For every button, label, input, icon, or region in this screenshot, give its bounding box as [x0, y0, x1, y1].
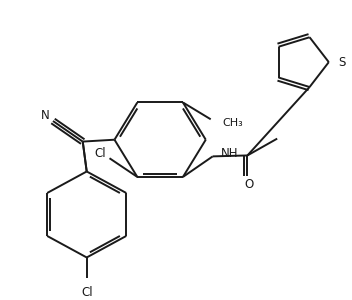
- Text: Cl: Cl: [95, 147, 106, 160]
- Text: NH: NH: [221, 147, 238, 160]
- Text: N: N: [41, 109, 49, 122]
- Text: S: S: [339, 56, 346, 69]
- Text: CH₃: CH₃: [222, 118, 243, 128]
- Text: Cl: Cl: [81, 286, 93, 299]
- Text: O: O: [245, 178, 254, 191]
